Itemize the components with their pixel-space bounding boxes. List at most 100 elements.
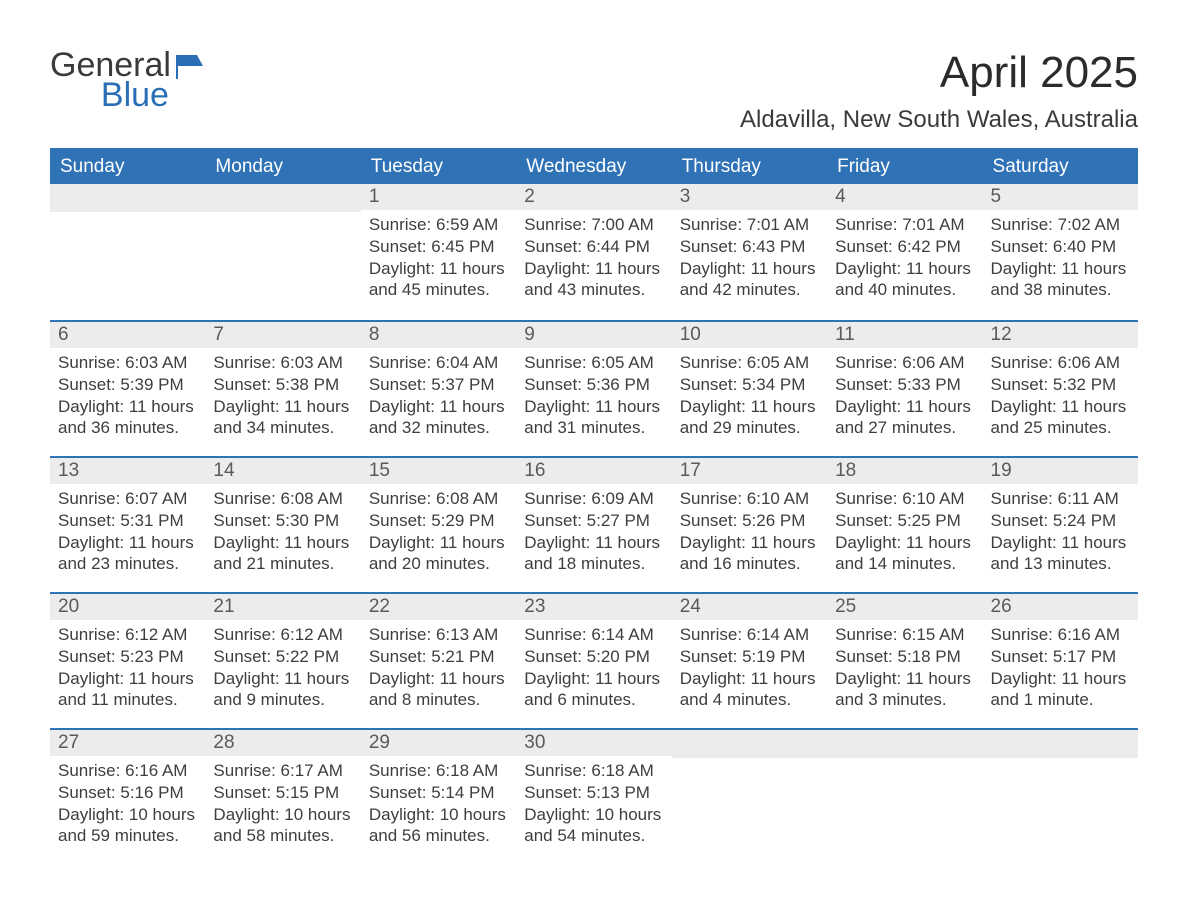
calendar-day-cell: 21Sunrise: 6:12 AMSunset: 5:22 PMDayligh… — [205, 592, 360, 728]
day-details: Sunrise: 6:06 AMSunset: 5:33 PMDaylight:… — [827, 348, 982, 439]
calendar-day-cell: 11Sunrise: 6:06 AMSunset: 5:33 PMDayligh… — [827, 320, 982, 456]
calendar-day-cell — [983, 728, 1138, 864]
sunset-line: Sunset: 5:18 PM — [835, 646, 974, 668]
day-number: 10 — [672, 320, 827, 348]
daylight-line: Daylight: 11 hours and 40 minutes. — [835, 258, 974, 302]
sunrise-line: Sunrise: 6:14 AM — [680, 624, 819, 646]
calendar-week-row: 6Sunrise: 6:03 AMSunset: 5:39 PMDaylight… — [50, 320, 1138, 456]
sunset-line: Sunset: 6:45 PM — [369, 236, 508, 258]
calendar-day-cell: 1Sunrise: 6:59 AMSunset: 6:45 PMDaylight… — [361, 184, 516, 320]
sunrise-line: Sunrise: 6:10 AM — [680, 488, 819, 510]
daylight-line: Daylight: 11 hours and 45 minutes. — [369, 258, 508, 302]
day-details: Sunrise: 6:03 AMSunset: 5:38 PMDaylight:… — [205, 348, 360, 439]
sunrise-line: Sunrise: 6:06 AM — [835, 352, 974, 374]
day-details: Sunrise: 6:14 AMSunset: 5:20 PMDaylight:… — [516, 620, 671, 711]
calendar-day-cell: 18Sunrise: 6:10 AMSunset: 5:25 PMDayligh… — [827, 456, 982, 592]
sunrise-line: Sunrise: 7:00 AM — [524, 214, 663, 236]
daylight-line: Daylight: 11 hours and 9 minutes. — [213, 668, 352, 712]
daylight-line: Daylight: 11 hours and 29 minutes. — [680, 396, 819, 440]
sunrise-line: Sunrise: 7:01 AM — [680, 214, 819, 236]
day-number: 2 — [516, 184, 671, 210]
sunrise-line: Sunrise: 6:10 AM — [835, 488, 974, 510]
daylight-line: Daylight: 11 hours and 23 minutes. — [58, 532, 197, 576]
dow-tuesday: Tuesday — [361, 149, 516, 184]
sunrise-line: Sunrise: 6:18 AM — [369, 760, 508, 782]
day-number: 26 — [983, 592, 1138, 620]
daylight-line: Daylight: 11 hours and 11 minutes. — [58, 668, 197, 712]
calendar-day-cell: 25Sunrise: 6:15 AMSunset: 5:18 PMDayligh… — [827, 592, 982, 728]
sunrise-line: Sunrise: 7:01 AM — [835, 214, 974, 236]
day-number: 18 — [827, 456, 982, 484]
day-number: 27 — [50, 728, 205, 756]
daylight-line: Daylight: 11 hours and 16 minutes. — [680, 532, 819, 576]
calendar-day-cell: 9Sunrise: 6:05 AMSunset: 5:36 PMDaylight… — [516, 320, 671, 456]
calendar-day-cell: 3Sunrise: 7:01 AMSunset: 6:43 PMDaylight… — [672, 184, 827, 320]
daylight-line: Daylight: 11 hours and 21 minutes. — [213, 532, 352, 576]
day-details: Sunrise: 6:16 AMSunset: 5:17 PMDaylight:… — [983, 620, 1138, 711]
day-details: Sunrise: 6:03 AMSunset: 5:39 PMDaylight:… — [50, 348, 205, 439]
day-number: 11 — [827, 320, 982, 348]
day-number: 29 — [361, 728, 516, 756]
dow-monday: Monday — [205, 149, 360, 184]
daylight-line: Daylight: 11 hours and 6 minutes. — [524, 668, 663, 712]
day-number: 28 — [205, 728, 360, 756]
day-number: 25 — [827, 592, 982, 620]
sunset-line: Sunset: 5:33 PM — [835, 374, 974, 396]
dow-thursday: Thursday — [672, 149, 827, 184]
day-details: Sunrise: 7:02 AMSunset: 6:40 PMDaylight:… — [983, 210, 1138, 301]
day-details: Sunrise: 7:01 AMSunset: 6:43 PMDaylight:… — [672, 210, 827, 301]
day-details: Sunrise: 6:18 AMSunset: 5:14 PMDaylight:… — [361, 756, 516, 847]
sunset-line: Sunset: 5:36 PM — [524, 374, 663, 396]
daylight-line: Daylight: 11 hours and 18 minutes. — [524, 532, 663, 576]
day-number: 7 — [205, 320, 360, 348]
dow-friday: Friday — [827, 149, 982, 184]
day-number: 22 — [361, 592, 516, 620]
daylight-line: Daylight: 10 hours and 56 minutes. — [369, 804, 508, 848]
daylight-line: Daylight: 10 hours and 58 minutes. — [213, 804, 352, 848]
calendar-day-cell: 15Sunrise: 6:08 AMSunset: 5:29 PMDayligh… — [361, 456, 516, 592]
calendar-table: Sunday Monday Tuesday Wednesday Thursday… — [50, 148, 1138, 864]
sunset-line: Sunset: 5:24 PM — [991, 510, 1130, 532]
sunrise-line: Sunrise: 6:08 AM — [213, 488, 352, 510]
page-title: April 2025 — [740, 48, 1138, 98]
calendar-day-cell — [205, 184, 360, 320]
day-number: 5 — [983, 184, 1138, 210]
day-number: 3 — [672, 184, 827, 210]
day-number: 13 — [50, 456, 205, 484]
day-number: 23 — [516, 592, 671, 620]
day-details: Sunrise: 6:08 AMSunset: 5:29 PMDaylight:… — [361, 484, 516, 575]
sunset-line: Sunset: 5:30 PM — [213, 510, 352, 532]
sunrise-line: Sunrise: 6:11 AM — [991, 488, 1130, 510]
sunset-line: Sunset: 5:31 PM — [58, 510, 197, 532]
day-details: Sunrise: 6:04 AMSunset: 5:37 PMDaylight:… — [361, 348, 516, 439]
sunset-line: Sunset: 5:29 PM — [369, 510, 508, 532]
daylight-line: Daylight: 11 hours and 27 minutes. — [835, 396, 974, 440]
calendar-day-cell: 24Sunrise: 6:14 AMSunset: 5:19 PMDayligh… — [672, 592, 827, 728]
sunrise-line: Sunrise: 6:59 AM — [369, 214, 508, 236]
sunset-line: Sunset: 5:32 PM — [991, 374, 1130, 396]
day-details: Sunrise: 6:13 AMSunset: 5:21 PMDaylight:… — [361, 620, 516, 711]
dow-saturday: Saturday — [983, 149, 1138, 184]
sunset-line: Sunset: 5:23 PM — [58, 646, 197, 668]
sunrise-line: Sunrise: 6:05 AM — [524, 352, 663, 374]
calendar-day-cell: 27Sunrise: 6:16 AMSunset: 5:16 PMDayligh… — [50, 728, 205, 864]
day-details: Sunrise: 6:10 AMSunset: 5:26 PMDaylight:… — [672, 484, 827, 575]
calendar-day-cell: 13Sunrise: 6:07 AMSunset: 5:31 PMDayligh… — [50, 456, 205, 592]
day-number — [672, 728, 827, 758]
calendar-week-row: 13Sunrise: 6:07 AMSunset: 5:31 PMDayligh… — [50, 456, 1138, 592]
daylight-line: Daylight: 11 hours and 3 minutes. — [835, 668, 974, 712]
day-details: Sunrise: 7:00 AMSunset: 6:44 PMDaylight:… — [516, 210, 671, 301]
sunset-line: Sunset: 5:37 PM — [369, 374, 508, 396]
calendar-day-cell: 22Sunrise: 6:13 AMSunset: 5:21 PMDayligh… — [361, 592, 516, 728]
daylight-line: Daylight: 11 hours and 14 minutes. — [835, 532, 974, 576]
day-number: 9 — [516, 320, 671, 348]
calendar-day-cell: 23Sunrise: 6:14 AMSunset: 5:20 PMDayligh… — [516, 592, 671, 728]
day-number: 20 — [50, 592, 205, 620]
sunrise-line: Sunrise: 6:07 AM — [58, 488, 197, 510]
sunset-line: Sunset: 6:40 PM — [991, 236, 1130, 258]
daylight-line: Daylight: 11 hours and 43 minutes. — [524, 258, 663, 302]
dow-sunday: Sunday — [50, 149, 205, 184]
calendar-week-row: 1Sunrise: 6:59 AMSunset: 6:45 PMDaylight… — [50, 184, 1138, 320]
day-details: Sunrise: 6:07 AMSunset: 5:31 PMDaylight:… — [50, 484, 205, 575]
sunset-line: Sunset: 6:44 PM — [524, 236, 663, 258]
